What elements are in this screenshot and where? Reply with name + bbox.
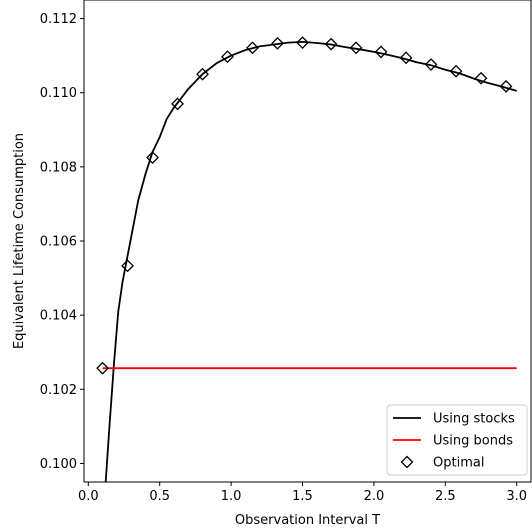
optimal-marker xyxy=(474,71,488,85)
y-tick-label: 0.106 xyxy=(40,235,77,250)
optimal-marker xyxy=(121,259,134,273)
x-axis: 0.0 0.5 1.0 1.5 2.0 2.5 3.0 xyxy=(78,482,527,504)
legend-swatch-optimal-icon xyxy=(400,455,414,469)
series-line-using-stocks xyxy=(104,40,517,482)
optimal-marker xyxy=(399,51,413,65)
legend-label-using-stocks: Using stocks xyxy=(433,412,515,427)
x-tick-label: 3.0 xyxy=(506,489,527,504)
legend-label-using-bonds: Using bonds xyxy=(433,434,513,449)
optimal-marker xyxy=(146,151,159,164)
y-tick-label: 0.110 xyxy=(40,86,77,101)
legend-label-optimal: Optimal xyxy=(433,456,484,471)
y-axis: 0.100 0.102 0.104 0.106 0.108 0.110 0.112 xyxy=(40,12,84,472)
y-axis-label: Equivalent Lifetime Consumption xyxy=(12,133,27,349)
series-group xyxy=(96,36,517,482)
legend-box xyxy=(386,404,528,476)
optimal-marker xyxy=(324,37,338,51)
optimal-marker xyxy=(196,67,209,81)
x-tick-label: 0.0 xyxy=(78,489,99,504)
y-tick-label: 0.102 xyxy=(40,383,77,398)
optimal-marker xyxy=(449,64,463,78)
optimal-marker xyxy=(374,45,388,59)
optimal-marker xyxy=(171,97,184,111)
optimal-marker xyxy=(499,79,513,93)
optimal-marker xyxy=(221,50,234,64)
x-tick-label: 0.5 xyxy=(149,489,170,504)
optimal-marker xyxy=(96,361,109,375)
legend: Using stocks Using bonds Optimal xyxy=(386,404,528,476)
y-tick-label: 0.104 xyxy=(40,309,77,324)
x-tick-label: 2.5 xyxy=(435,489,456,504)
x-tick-label: 1.0 xyxy=(221,489,242,504)
optimal-marker xyxy=(349,41,363,55)
y-tick-label: 0.100 xyxy=(40,457,77,472)
x-tick-label: 1.5 xyxy=(292,489,313,504)
y-tick-label: 0.112 xyxy=(40,12,77,27)
optimal-marker xyxy=(271,36,284,50)
y-tick-label: 0.108 xyxy=(40,160,77,175)
plot-area xyxy=(96,36,517,482)
optimal-marker xyxy=(246,41,259,55)
x-tick-label: 2.0 xyxy=(364,489,385,504)
optimal-marker xyxy=(296,36,309,50)
optimal-marker xyxy=(424,58,438,71)
x-axis-label: Observation Interval T xyxy=(235,513,380,528)
